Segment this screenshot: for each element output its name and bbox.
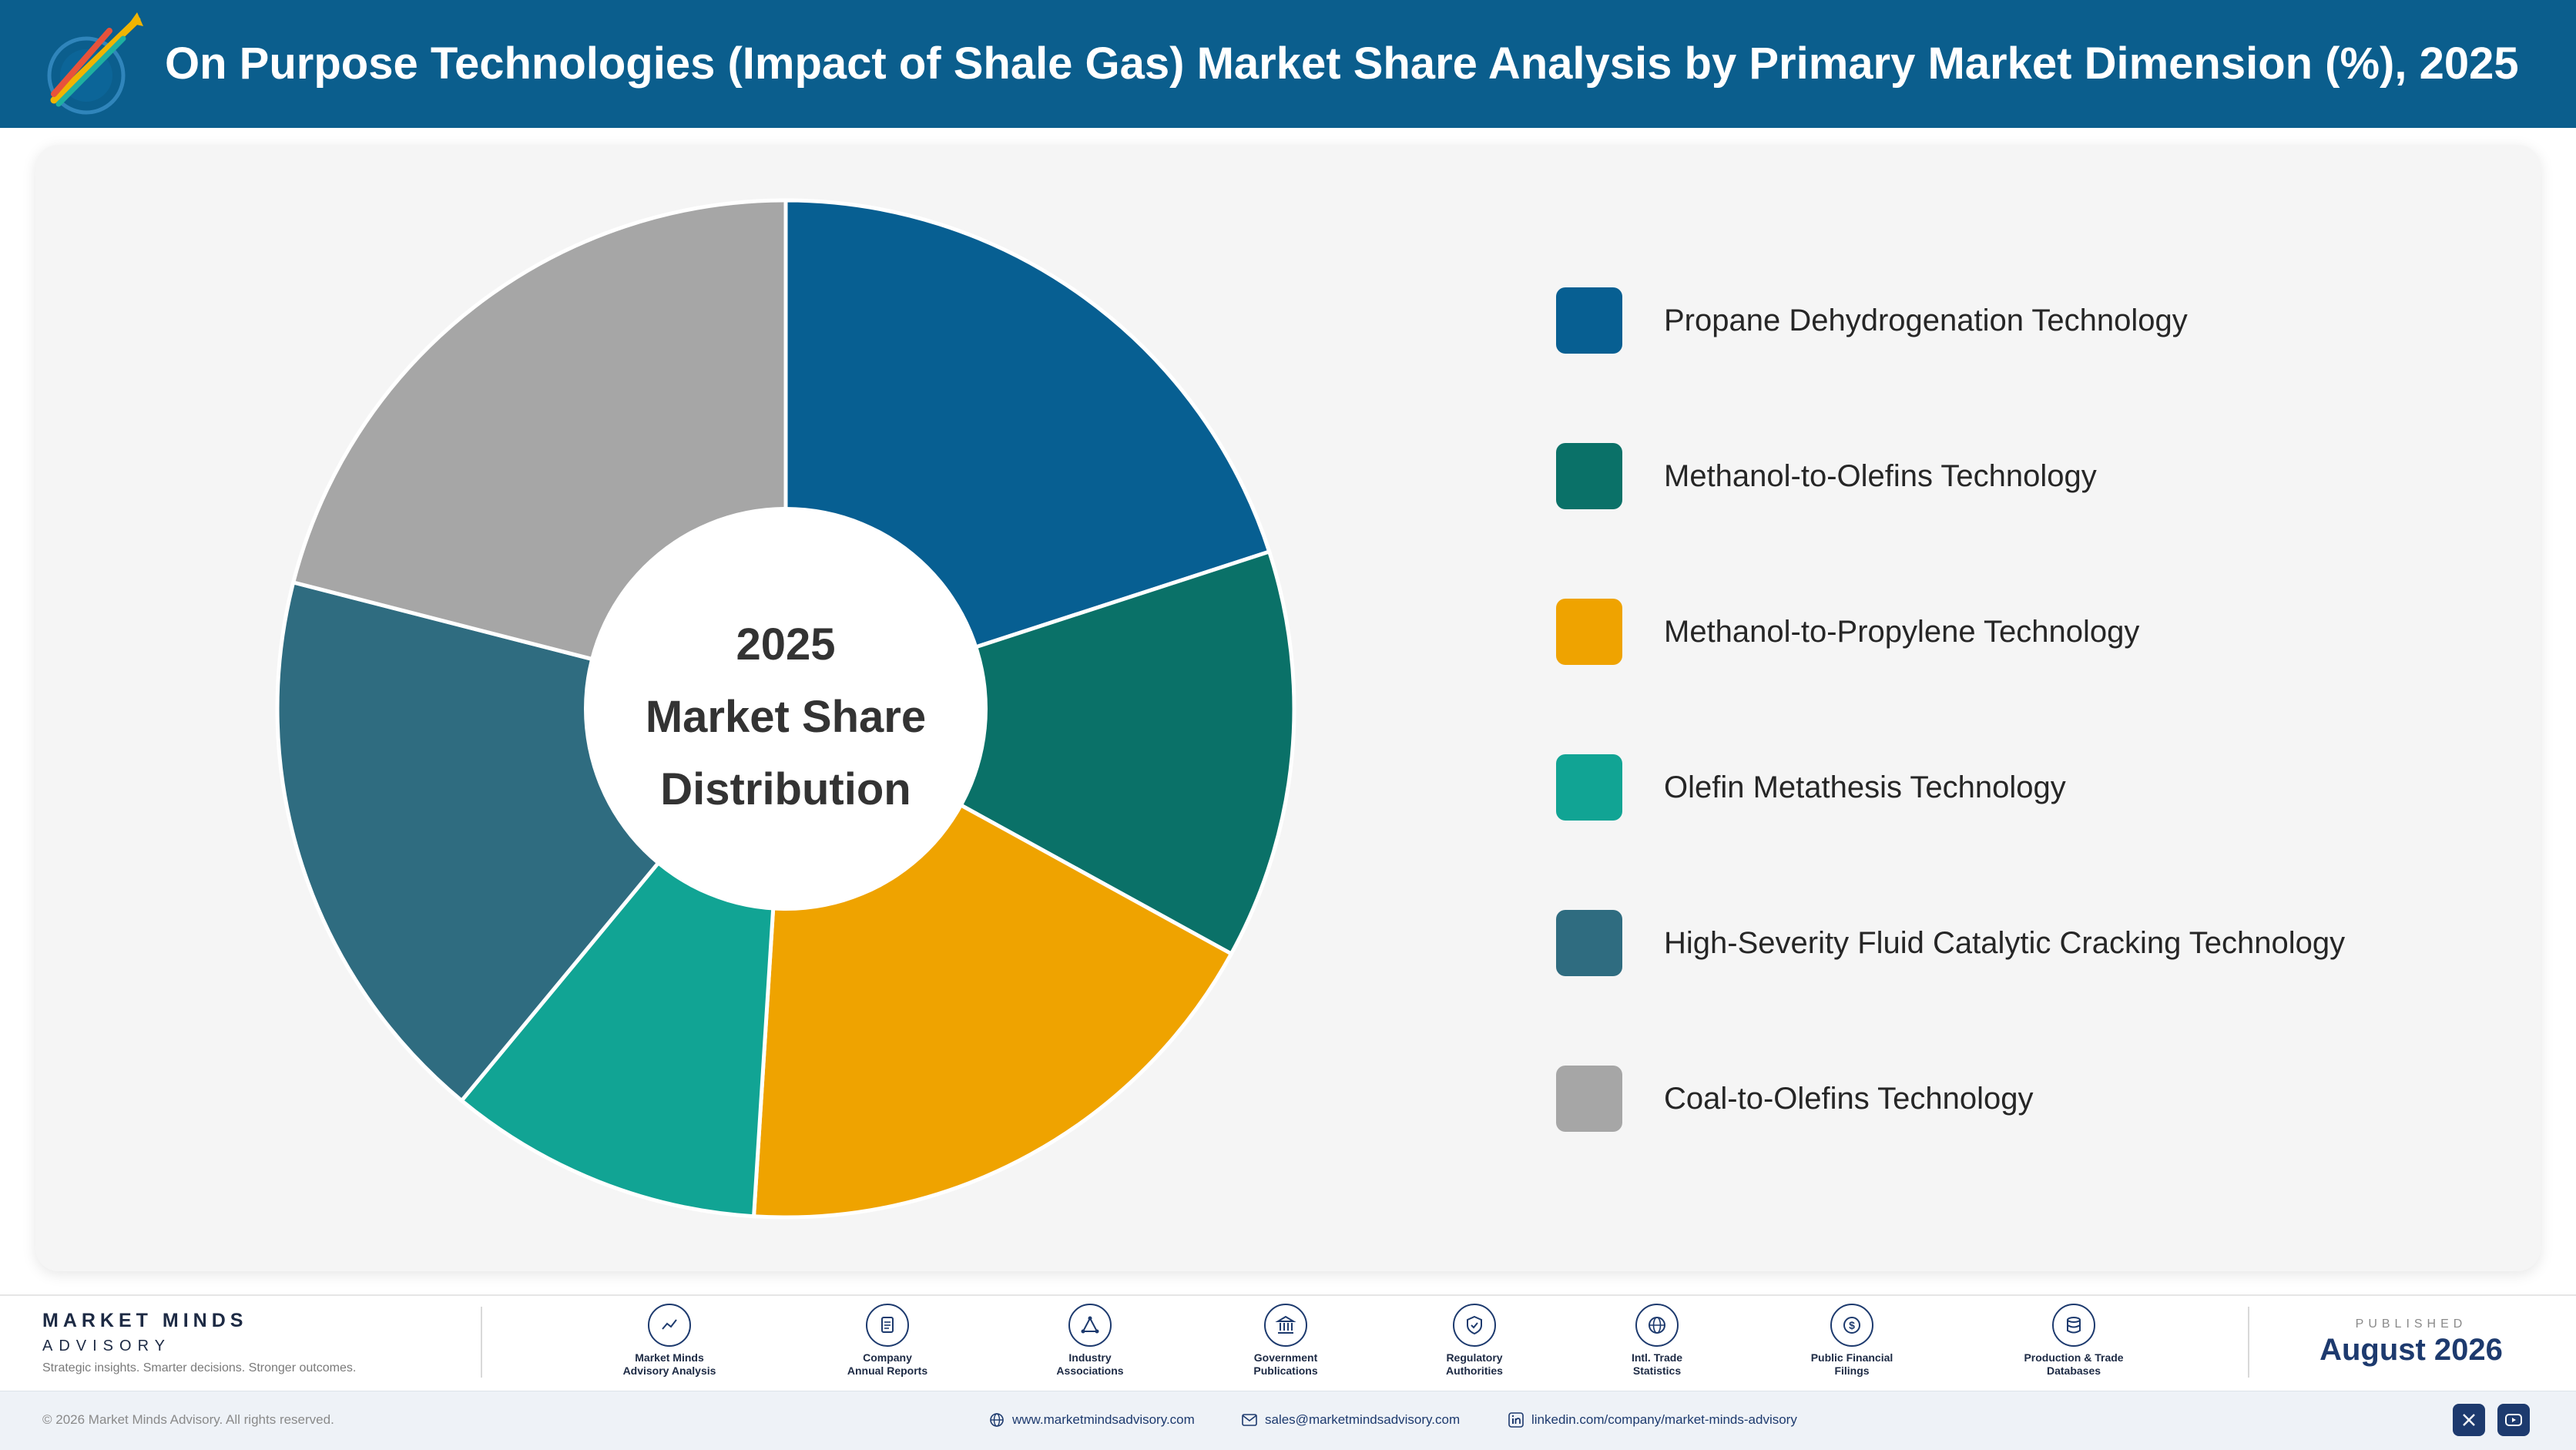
source-label: Production & Trade Databases (2004, 1351, 2143, 1378)
source-label-line1: Market Minds (635, 1351, 704, 1364)
header-bar: On Purpose Technologies (Impact of Shale… (0, 0, 2576, 128)
copyright-text: © 2026 Market Minds Advisory. All rights… (42, 1412, 334, 1427)
brand-name: MARKET MINDS (42, 1310, 248, 1331)
email-text: sales@marketmindsadvisory.com (1265, 1412, 1461, 1427)
legend-item[interactable]: Methanol-to-Olefins Technology (1556, 443, 2480, 509)
source-label: Market Minds Advisory Analysis (600, 1351, 739, 1378)
source-label: Regulatory Authorities (1405, 1351, 1544, 1378)
legend-item[interactable]: Olefin Metathesis Technology (1556, 754, 2480, 821)
legend-swatch (1556, 287, 1622, 354)
legend-label: Olefin Metathesis Technology (1664, 770, 2066, 804)
legend-swatch (1556, 754, 1622, 821)
source-label: Intl. Trade Statistics (1588, 1351, 1726, 1378)
source-label: Public Financial Filings (1783, 1351, 1921, 1378)
legend-swatch (1556, 910, 1622, 976)
legend-swatch (1556, 599, 1622, 665)
published-label: PUBLISHED (2355, 1317, 2467, 1331)
published-date: August 2026 (2319, 1333, 2503, 1367)
linkedin-link[interactable]: linkedin.com/company/market-minds-adviso… (1508, 1411, 1797, 1429)
source-label-line1: Government (1253, 1351, 1318, 1364)
source-label-line1: Company (863, 1351, 912, 1364)
legend-item[interactable]: Propane Dehydrogenation Technology (1556, 287, 2480, 354)
source-item: $ Public Financial Filings (1783, 1304, 1921, 1378)
source-item: Company Annual Reports (818, 1304, 957, 1378)
website-text: www.marketmindsadvisory.com (1012, 1412, 1195, 1427)
footer-contact-bar (0, 1391, 2576, 1450)
legend-item[interactable]: High-Severity Fluid Catalytic Cracking T… (1556, 910, 2480, 976)
shield-check-icon (1453, 1304, 1496, 1347)
youtube-icon (2505, 1414, 2522, 1426)
company-logo (47, 12, 143, 115)
center-label-line3: Distribution (660, 764, 911, 814)
source-label: Government Publications (1216, 1351, 1355, 1378)
globe-icon (1635, 1304, 1679, 1347)
x-logo-icon (2463, 1414, 2475, 1426)
source-label-line1: Industry (1068, 1351, 1112, 1364)
donut-center-label: 2025 Market Share Distribution (593, 609, 978, 832)
source-label-line1: Regulatory (1446, 1351, 1503, 1364)
linkedin-text: linkedin.com/company/market-minds-adviso… (1531, 1412, 1797, 1427)
brand-subtitle: ADVISORY (42, 1338, 171, 1354)
source-item: Intl. Trade Statistics (1588, 1304, 1726, 1378)
legend-label: Propane Dehydrogenation Technology (1664, 304, 2188, 337)
linkedin-icon (1508, 1412, 1524, 1428)
legend-item[interactable]: Coal-to-Olefins Technology (1556, 1066, 2480, 1132)
source-item: Production & Trade Databases (2004, 1304, 2143, 1378)
youtube-social-button[interactable] (2497, 1404, 2530, 1436)
source-item: Regulatory Authorities (1405, 1304, 1544, 1378)
source-item: Industry Associations (1021, 1304, 1159, 1378)
dollar-coin-icon: $ (1830, 1304, 1873, 1347)
trend-chart-icon (648, 1304, 691, 1347)
source-label-line1: Public Financial (1810, 1351, 1893, 1364)
legend-item[interactable]: Methanol-to-Propylene Technology (1556, 599, 2480, 665)
footer-divider (481, 1307, 482, 1378)
source-label-line2: Publications (1253, 1364, 1318, 1377)
brand-tagline: Strategic insights. Smarter decisions. S… (42, 1361, 357, 1374)
government-building-icon (1264, 1304, 1307, 1347)
source-item: Market Minds Advisory Analysis (600, 1304, 739, 1378)
x-social-button[interactable] (2453, 1404, 2485, 1436)
source-label: Company Annual Reports (818, 1351, 957, 1378)
source-label-line2: Filings (1834, 1364, 1870, 1377)
legend-label: High-Severity Fluid Catalytic Cracking T… (1664, 926, 2346, 960)
center-label-year: 2025 (736, 619, 836, 670)
svg-text:$: $ (1849, 1319, 1855, 1331)
page-title: On Purpose Technologies (Impact of Shale… (165, 39, 2519, 89)
legend-swatch (1556, 443, 1622, 509)
source-label-line2: Authorities (1446, 1364, 1503, 1377)
website-link[interactable]: www.marketmindsadvisory.com (989, 1411, 1195, 1429)
source-label-line1: Production & Trade (2024, 1351, 2124, 1364)
globe-icon (990, 1413, 1004, 1427)
document-icon (866, 1304, 909, 1347)
source-label-line2: Annual Reports (847, 1364, 928, 1377)
legend-swatch (1556, 1066, 1622, 1132)
source-label: Industry Associations (1021, 1351, 1159, 1378)
source-label-line2: Advisory Analysis (622, 1364, 716, 1377)
source-label-line2: Databases (2046, 1364, 2101, 1377)
footer-divider (2248, 1307, 2249, 1378)
source-label-line2: Associations (1056, 1364, 1124, 1377)
network-icon (1068, 1304, 1112, 1347)
mail-icon (1242, 1414, 1257, 1426)
source-label-line1: Intl. Trade (1631, 1351, 1683, 1364)
legend-label: Coal-to-Olefins Technology (1664, 1082, 2034, 1116)
center-label-line2: Market Share (645, 692, 927, 742)
database-icon (2052, 1304, 2095, 1347)
legend-label: Methanol-to-Propylene Technology (1664, 615, 2140, 649)
pie-slice-1[interactable] (780, 549, 1296, 957)
source-item: Government Publications (1216, 1304, 1355, 1378)
legend-label: Methanol-to-Olefins Technology (1664, 459, 2097, 493)
source-label-line2: Statistics (1632, 1364, 1682, 1377)
email-link[interactable]: sales@marketmindsadvisory.com (1242, 1411, 1460, 1429)
